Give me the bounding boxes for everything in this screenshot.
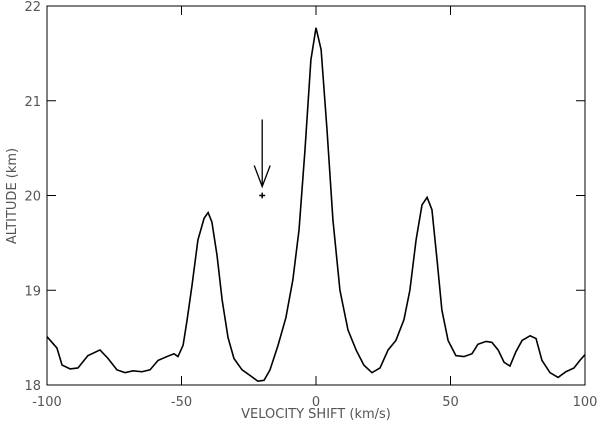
x-tick-label: -50 (171, 395, 192, 410)
plot-frame (46, 5, 586, 386)
y-tick-label: 21 (24, 95, 41, 110)
data-line (46, 27, 586, 383)
arrow (253, 119, 271, 189)
y-tick-label: 19 (24, 284, 41, 299)
x-tick-label: 100 (573, 395, 598, 410)
x-tick-label: 50 (442, 395, 459, 410)
x-tick-label: 0 (312, 395, 320, 410)
y-tick-label: 18 (24, 379, 41, 394)
y-tick-label: 22 (24, 0, 41, 15)
y-tick-label: 20 (24, 190, 41, 205)
x-axis-label: VELOCITY SHIFT (km/s) (241, 407, 391, 422)
y-axis-label: ALTITUDE (km) (5, 148, 20, 244)
x-tick-label: -100 (32, 395, 62, 410)
